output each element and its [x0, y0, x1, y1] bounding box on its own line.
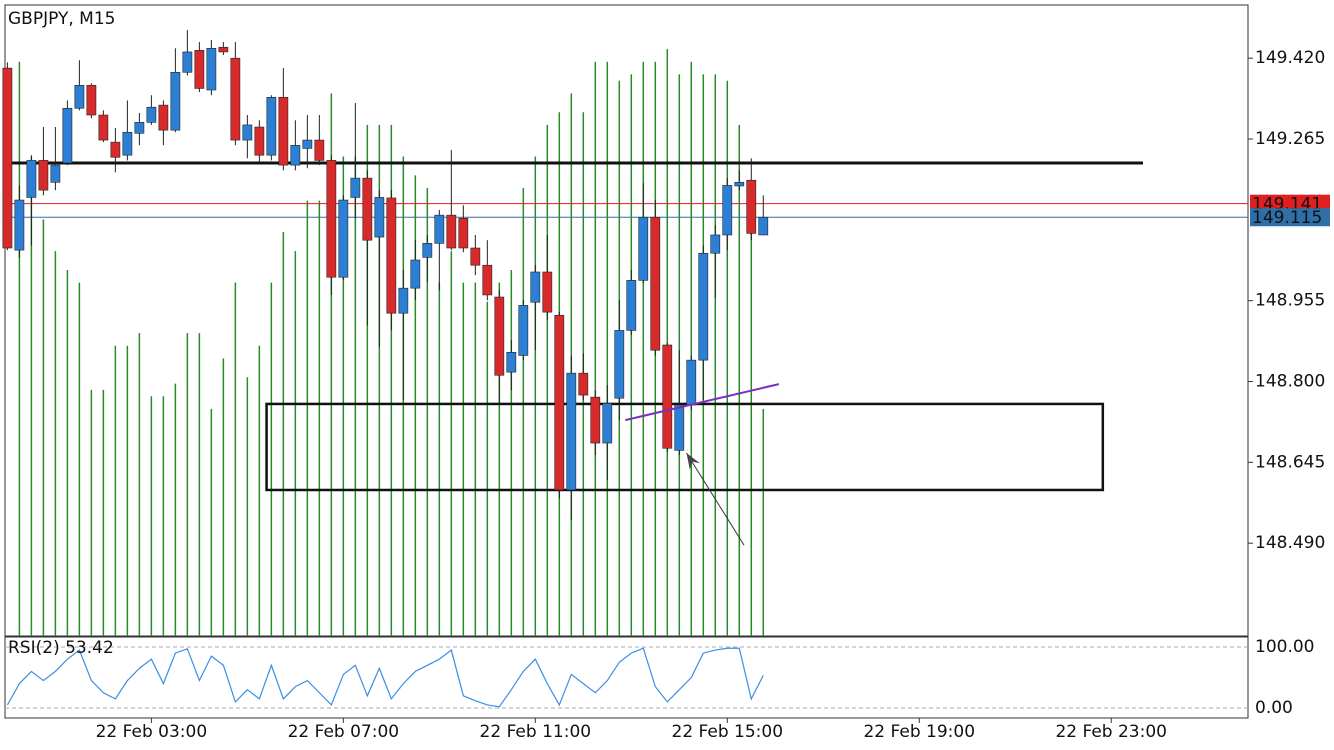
candle-body [170, 71, 181, 131]
candle-body [74, 85, 85, 109]
candle-body [662, 344, 673, 449]
candle-body [206, 47, 217, 91]
candle-body [698, 252, 709, 361]
price-label-box [1250, 194, 1330, 213]
candle-body [50, 164, 61, 183]
candle-body [722, 185, 733, 236]
plot-layer: 149.420 149.265 148.955 148.800 148.645 148.4… [2, 30, 1330, 742]
candle-body [2, 67, 13, 249]
candle-body [194, 50, 205, 89]
x-tick-label: 22 Feb 15:00 [672, 722, 784, 742]
candle-body [230, 57, 241, 141]
candle-body [218, 46, 229, 53]
chart-title: GBPJPY, M15 [8, 9, 115, 29]
candle-body [506, 352, 517, 373]
candle-body [14, 199, 25, 251]
candle-body [554, 314, 565, 491]
y-tick-label: 148.490 [1255, 533, 1325, 553]
rsi-line [6, 647, 764, 708]
x-tick-label: 22 Feb 03:00 [96, 722, 208, 742]
candle-body [530, 271, 541, 303]
x-tick-label: 22 Feb 23:00 [1055, 722, 1167, 742]
candle-body [686, 359, 697, 406]
zone-rectangle [265, 402, 1105, 492]
y-tick-label: 148.800 [1255, 372, 1325, 392]
rsi-frame [4, 636, 1249, 719]
rsi-label: RSI(2) 53.42 [8, 638, 114, 658]
x-tick-label: 22 Feb 19:00 [863, 722, 975, 742]
candle-body [98, 114, 109, 141]
candle-body [614, 330, 625, 399]
candle-body [86, 85, 97, 116]
candle-body [590, 396, 601, 444]
candle-body [650, 216, 661, 351]
candle-body [458, 217, 469, 249]
candle-body [26, 160, 37, 198]
candle-body [362, 177, 373, 241]
arrow-line [686, 452, 745, 546]
candle-body [566, 372, 577, 491]
rsi-tick-label: 100.00 [1255, 637, 1314, 657]
candle-body [242, 124, 253, 141]
candle-body [446, 214, 457, 249]
candle-body [266, 97, 277, 156]
candle-body [62, 107, 73, 164]
candle-body [302, 139, 313, 149]
candle-body [626, 280, 637, 331]
candle-body [542, 271, 553, 313]
candle-body [422, 243, 433, 258]
x-tick-label: 22 Feb 11:00 [480, 722, 592, 742]
candle-body [494, 296, 505, 376]
candle-body [470, 247, 481, 266]
candle-body [38, 160, 49, 191]
candle-body [122, 131, 133, 156]
candle-body [386, 197, 397, 314]
candle-body [710, 234, 721, 254]
candle-body [578, 372, 589, 396]
candle-body [674, 404, 685, 451]
candle-body [482, 264, 493, 296]
rsi-tick-label: 0.00 [1255, 698, 1293, 718]
candle-body [254, 126, 265, 156]
candle-body [410, 259, 421, 289]
candle-body [110, 141, 121, 158]
candle-body [134, 122, 145, 134]
candle-body [398, 287, 409, 314]
y-tick-label: 148.645 [1255, 452, 1325, 472]
candle-body [602, 403, 613, 444]
candle-body [734, 182, 745, 187]
rsi-value: 53.42 [65, 638, 114, 658]
candle-body [146, 106, 157, 123]
candle-body [374, 197, 385, 238]
candle-body [278, 97, 289, 166]
candle-body [518, 305, 529, 356]
x-tick-label: 22 Feb 07:00 [288, 722, 400, 742]
candle-body [182, 51, 193, 73]
candle-body [350, 177, 361, 198]
candle-body [290, 144, 301, 166]
main-frame [4, 4, 1249, 637]
trendline [625, 383, 780, 422]
candle-body [746, 179, 757, 234]
y-tick-label: 148.955 [1255, 291, 1325, 311]
price-label: 149.115 [1252, 208, 1322, 228]
candle-body [158, 104, 169, 131]
y-tick-label: 149.265 [1255, 129, 1325, 149]
candle-body [338, 199, 349, 278]
price-label-box [1250, 208, 1330, 227]
rsi-name: RSI(2) [8, 638, 60, 658]
candle-body [758, 216, 769, 236]
candle-body [314, 139, 325, 161]
candle-body [326, 160, 337, 278]
candle-body [638, 216, 649, 281]
candle-body [434, 214, 445, 244]
y-tick-label: 149.420 [1255, 48, 1325, 68]
arrow-head [686, 452, 701, 470]
